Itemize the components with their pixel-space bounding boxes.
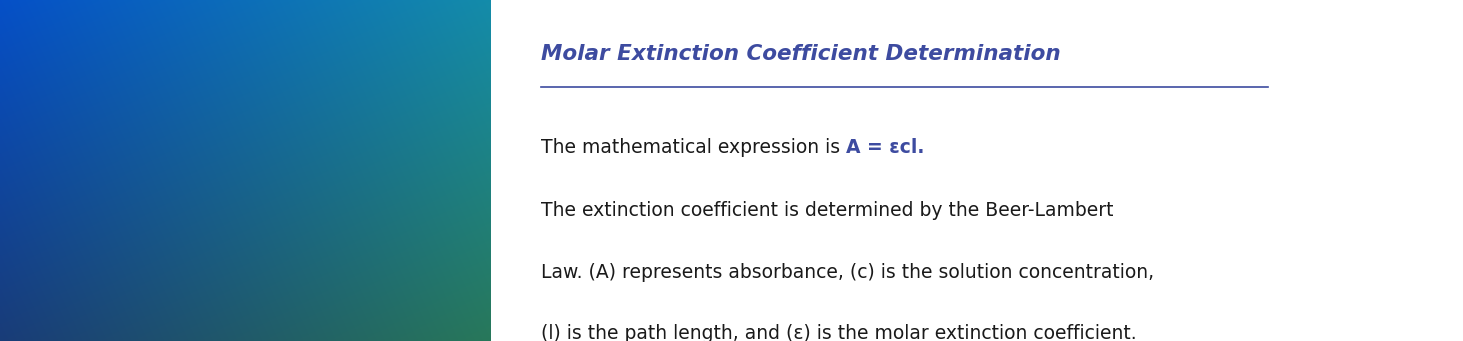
Text: A = εcl.: A = εcl.: [846, 138, 925, 157]
Text: Molar Extinction Coefficient Determination: Molar Extinction Coefficient Determinati…: [541, 44, 1061, 64]
Text: The extinction coefficient is determined by the Beer-Lambert: The extinction coefficient is determined…: [541, 201, 1113, 220]
Text: (l) is the path length, and (ε) is the molar extinction coefficient.: (l) is the path length, and (ε) is the m…: [541, 324, 1137, 341]
Text: Law. (A) represents absorbance, (c) is the solution concentration,: Law. (A) represents absorbance, (c) is t…: [541, 263, 1154, 282]
Text: The mathematical expression is: The mathematical expression is: [541, 138, 846, 157]
